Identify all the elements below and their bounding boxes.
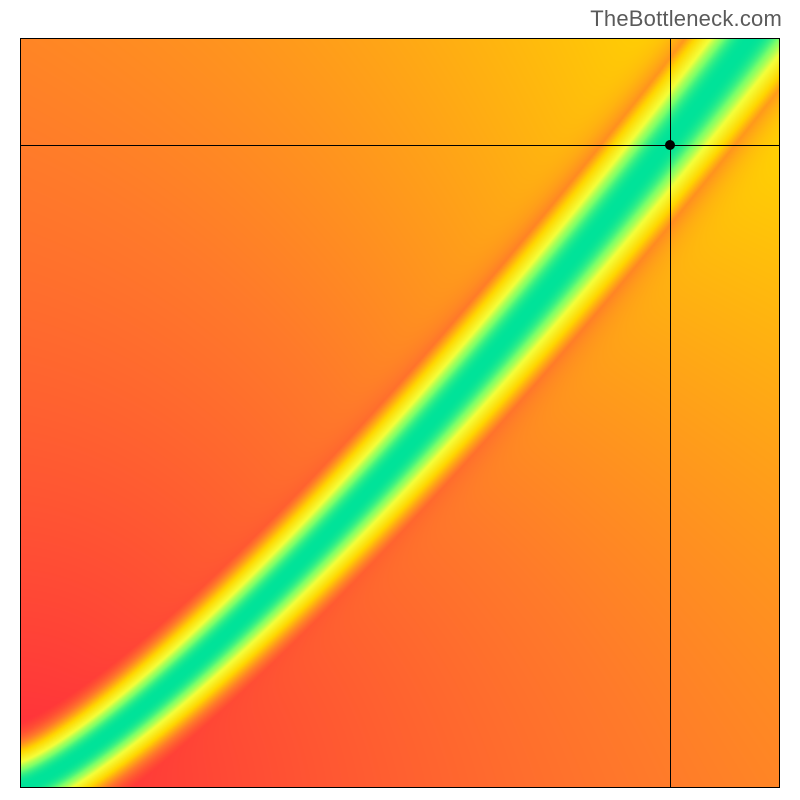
crosshair-marker [665, 140, 675, 150]
bottleneck-heatmap [20, 38, 780, 788]
watermark-text: TheBottleneck.com [590, 6, 782, 32]
heatmap-canvas [20, 38, 780, 788]
crosshair-vertical [670, 38, 671, 788]
